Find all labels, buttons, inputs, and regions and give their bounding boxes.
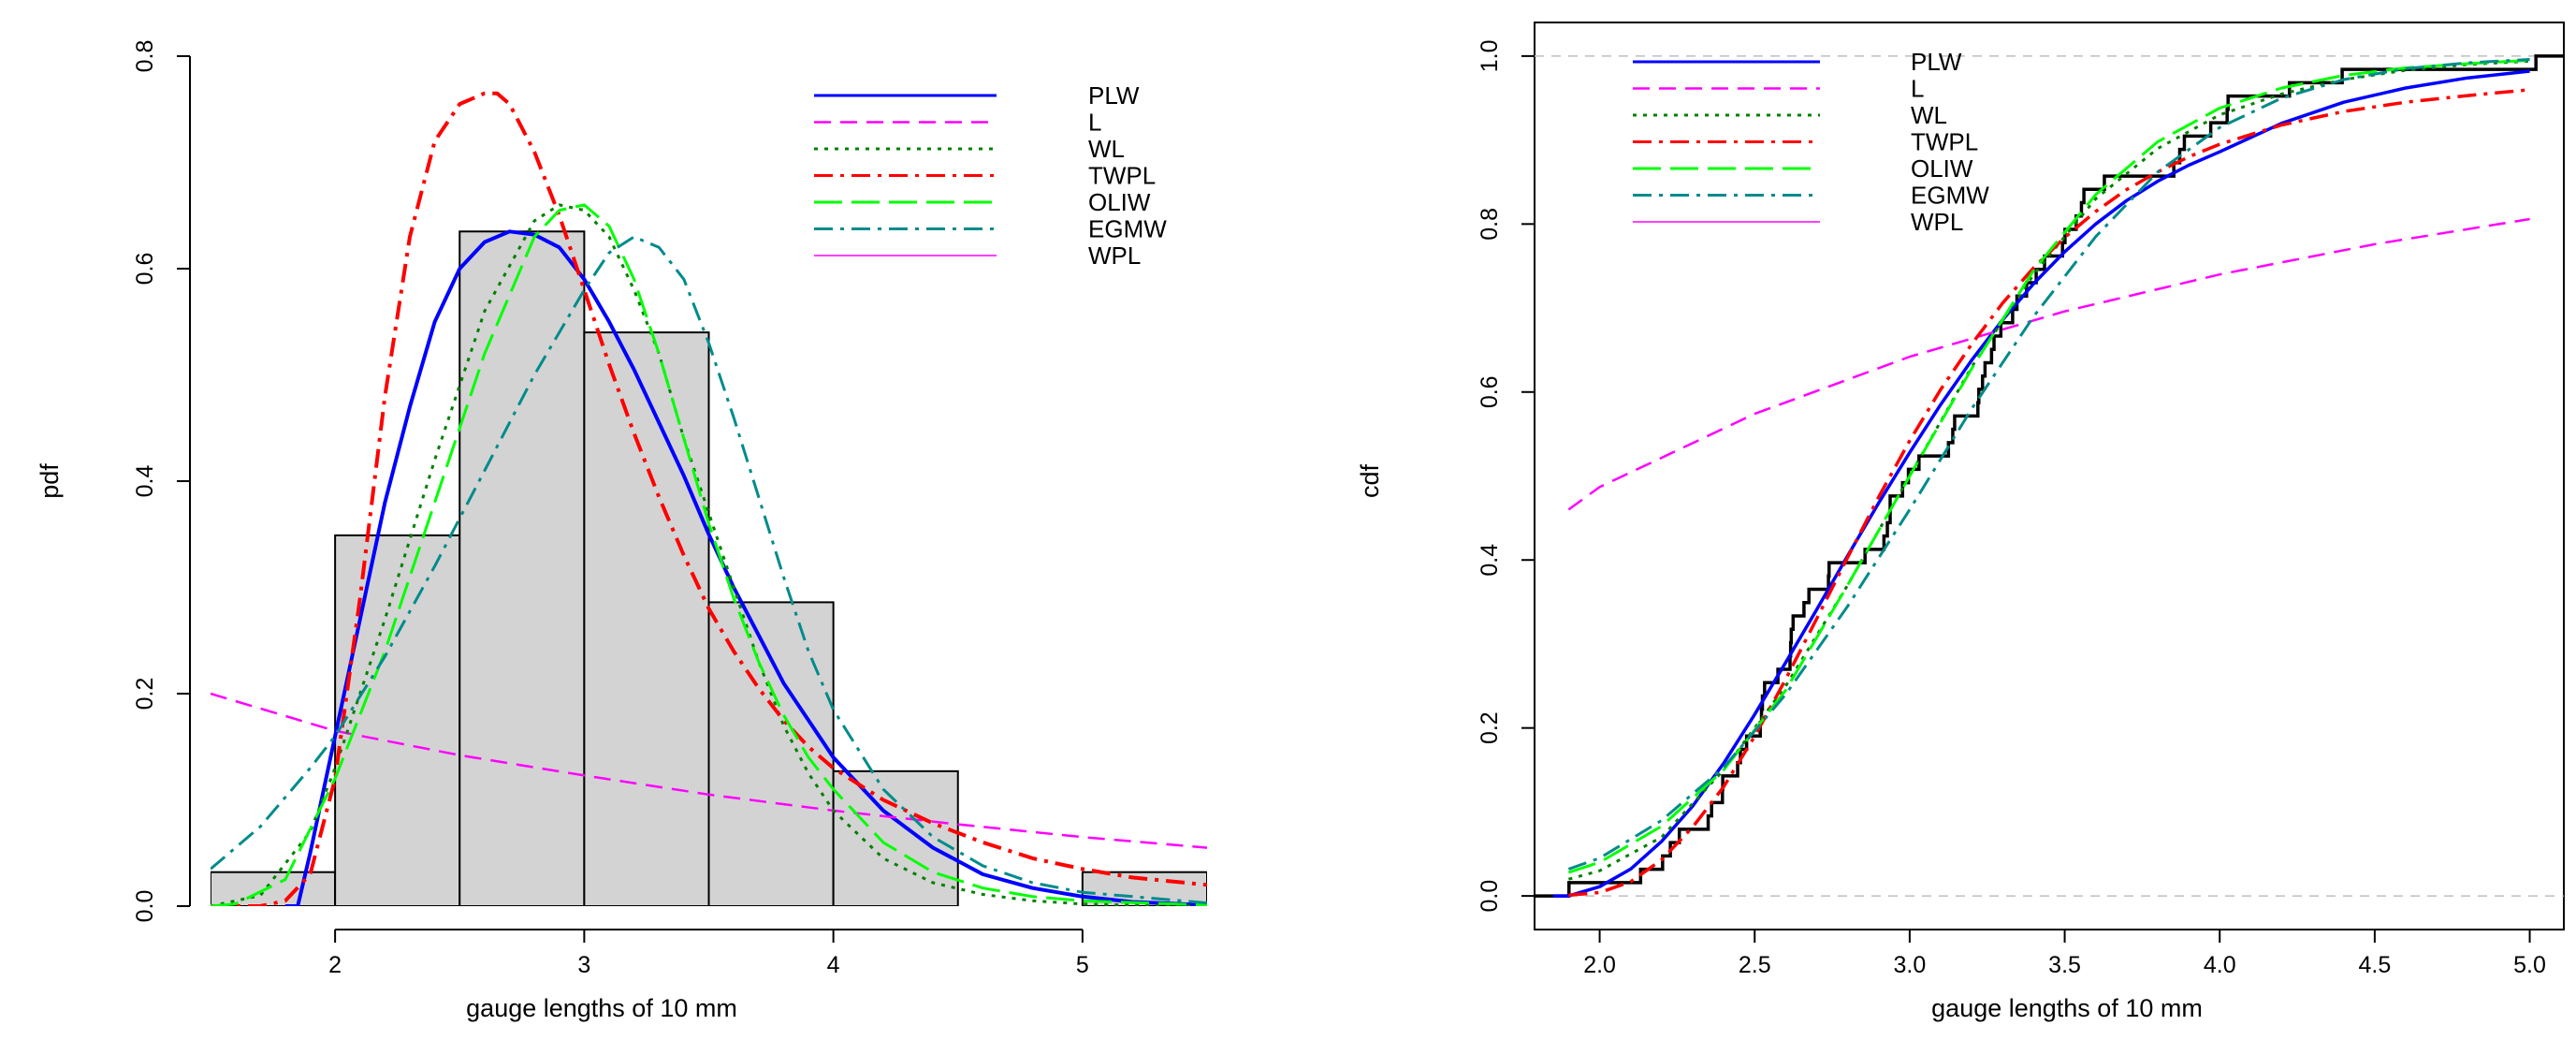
chart-1: 2 3 4 5 0.0 0.2 0.4 0.6 0.8 gauge lengths of 10 m… [36, 40, 1207, 1022]
histogram-bar [334, 534, 461, 906]
y-tick-label: 0.8 [132, 40, 158, 73]
y-tick-label: 0.2 [132, 678, 158, 710]
y-tick-label: 0.2 [1477, 711, 1503, 744]
series-line-twpl [211, 91, 1207, 906]
x-tick-label: 5.0 [2513, 952, 2546, 978]
x-axis-title: gauge lengths of 10 mm [1931, 994, 2203, 1022]
y-tick-label: 0.6 [132, 253, 158, 286]
y-tick-label: 0.8 [1477, 208, 1503, 241]
series-line-plw [1552, 69, 2530, 898]
y-tick-label: 1.0 [1477, 40, 1503, 73]
x-tick-label: 3 [577, 952, 590, 978]
x-tick-label: 4.0 [2204, 952, 2236, 978]
legend-label-egmw: EGMW [1911, 182, 1989, 210]
y-tick-label: 0.4 [1477, 544, 1503, 577]
x-tick-label: 4 [827, 952, 840, 978]
series-line-plw [284, 229, 1207, 906]
legend-label-egmw: EGMW [1088, 215, 1167, 243]
series-line-twpl [1568, 88, 2530, 897]
series-line-egmw [1567, 58, 2530, 871]
legend-label-plw: PLW [1911, 48, 1962, 76]
y-axis-title: pdf [36, 463, 64, 499]
data-layer [1535, 54, 2564, 898]
x-tick-label: 3.0 [1894, 952, 1927, 978]
ecdf-step [1535, 54, 2564, 898]
x-tick-label: 2 [328, 952, 342, 978]
legend-label-wpl: WPL [1088, 242, 1141, 270]
series-line-oliw [1567, 58, 2530, 874]
legend-label-wl: WL [1088, 135, 1125, 163]
x-tick-label: 2.5 [1739, 952, 1771, 978]
y-tick-label: 0.0 [1477, 880, 1503, 913]
series-line-l [211, 692, 1207, 849]
legend-label-twpl: TWPL [1088, 162, 1156, 190]
series-line-wl [1568, 59, 2530, 881]
x-tick-label: 4.5 [2359, 952, 2392, 978]
series-line-oliw [211, 203, 1207, 906]
x-tick-label: 3.5 [2048, 952, 2081, 978]
series-line-wl [211, 203, 1207, 906]
x-axis-title: gauge lengths of 10 mm [466, 994, 737, 1022]
legend-label-twpl: TWPL [1911, 128, 1978, 156]
x-tick-label: 5 [1076, 952, 1089, 978]
series-line-l [1567, 217, 2530, 511]
legend-label-oliw: OLIW [1088, 188, 1151, 216]
legend-label-wl: WL [1911, 101, 1947, 129]
histogram-bar [583, 331, 710, 906]
legend-label-l: L [1911, 75, 1924, 103]
y-tick-label: 0.6 [1477, 375, 1503, 408]
y-tick-label: 0.0 [132, 890, 158, 923]
legend-label-l: L [1088, 109, 1101, 137]
legend-label-wpl: WPL [1911, 208, 1963, 236]
histogram-bar [832, 769, 959, 906]
y-axis-title: cdf [1356, 463, 1384, 498]
data-layer [211, 91, 1207, 906]
x-tick-label: 2.0 [1583, 952, 1616, 978]
y-tick-label: 0.4 [132, 465, 158, 498]
chart-2: 2.0 2.5 3.0 3.5 4.0 4.5 5.0 0.0 0.2 0.4 0.6 0.8 1.0 g… [1356, 22, 2565, 1022]
histogram-bar [211, 871, 337, 906]
legend-label-oliw: OLIW [1911, 154, 1973, 183]
plot-frame [1534, 22, 2565, 930]
series-line-egmw [211, 235, 1207, 905]
legend-label-plw: PLW [1088, 81, 1140, 110]
histogram-bar [458, 230, 586, 906]
histogram-bar [707, 601, 835, 906]
